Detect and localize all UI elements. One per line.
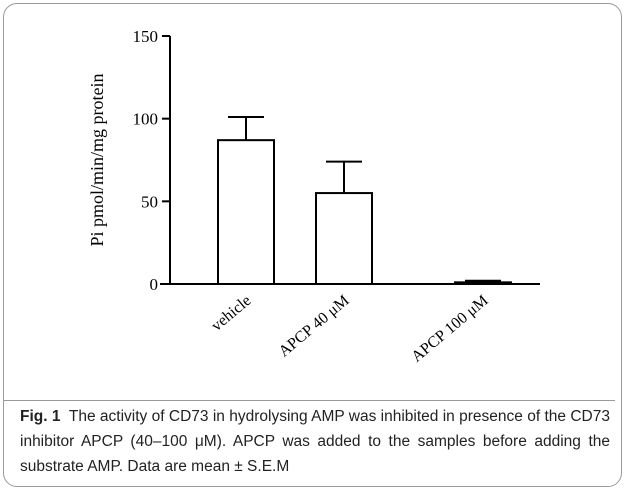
caption-divider (4, 400, 615, 401)
y-tick-label: 50 (141, 192, 158, 211)
x-category-label: vehicle (208, 292, 254, 335)
bar (454, 281, 512, 286)
x-axis-labels: vehicle APCP 40 μM APCP 100 μM (208, 292, 491, 366)
figure-caption: Fig. 1 The activity of CD73 in hydrolysi… (20, 404, 610, 479)
bar (217, 139, 275, 285)
bar-chart: 0 50 100 150 vehicle APCP 40 μM APCP 100 μM P… (87, 27, 540, 366)
figure-frame (3, 3, 622, 487)
caption-text: The activity of CD73 in hydrolysing AMP … (20, 408, 610, 475)
y-tick-label: 0 (150, 275, 159, 294)
x-category-label: APCP 100 μM (408, 292, 491, 366)
y-axis-label: Pi pmol/min/mg protein (87, 73, 107, 246)
y-tick-label: 150 (133, 27, 159, 46)
figure-label: Fig. 1 (20, 408, 61, 425)
bars (217, 116, 512, 286)
x-category-label: APCP 40 μM (276, 292, 353, 360)
bar (315, 192, 373, 285)
y-tick-label: 100 (133, 110, 159, 129)
